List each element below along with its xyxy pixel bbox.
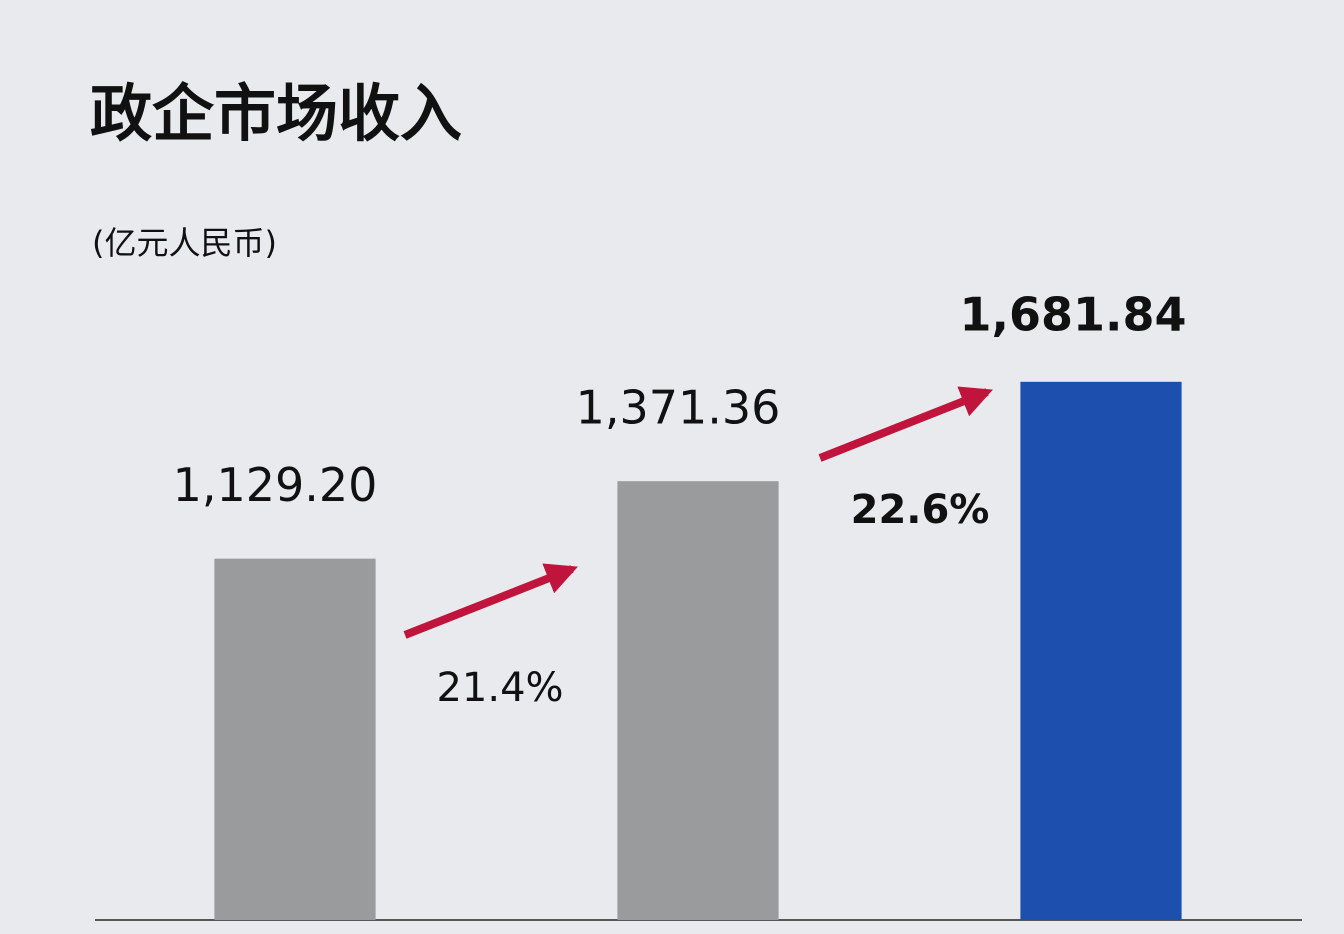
chart-subtitle: (亿元人民币) (92, 224, 277, 262)
value-label: 1,371.36 (576, 381, 781, 435)
growth-arrow (403, 563, 578, 639)
value-label: 1,681.84 (960, 287, 1187, 341)
chart-title: 政企市场收入 (90, 77, 462, 150)
value-label: 1,129.20 (173, 458, 378, 512)
bar (214, 558, 376, 920)
bar (617, 481, 779, 920)
bar (1020, 381, 1182, 921)
growth-arrow (818, 386, 993, 462)
growth-label: 22.6% (851, 487, 990, 533)
growth-label: 21.4% (436, 665, 563, 711)
